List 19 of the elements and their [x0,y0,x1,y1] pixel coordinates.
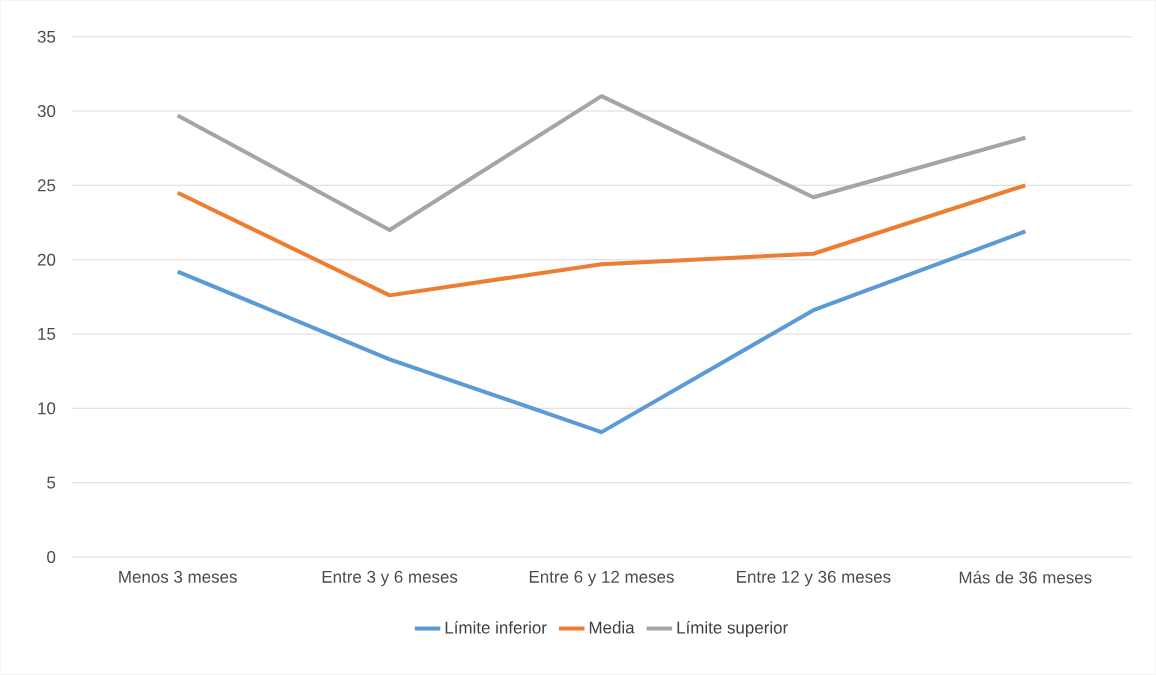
y-tick-label: 10 [38,402,56,415]
y-tick-label: 35 [37,30,56,43]
line-series [175,94,1028,233]
x-tick-label: Más de 36 meses [959,570,1092,584]
y-tick-label: 20 [37,253,56,266]
legend-label: Límite inferior [445,621,547,634]
legend-label: Límite superior [677,621,788,638]
x-tick-label: Entre 3 y 6 meses [322,570,458,587]
y-tick-label: 15 [38,328,56,341]
y-tick-label: 25 [37,179,56,192]
y-tick-label: 30 [37,105,56,118]
y-tick-label: 5 [47,476,56,489]
y-tick-label: 0 [47,551,56,564]
x-tick-label: Entre 12 y 36 meses [737,570,891,587]
x-tick-label: Entre 6 y 12 meses [529,570,674,587]
legend-label: Media [589,621,635,634]
x-tick-label: Menos 3 meses [119,570,237,583]
line-series [175,229,1028,435]
line-series [175,183,1028,298]
